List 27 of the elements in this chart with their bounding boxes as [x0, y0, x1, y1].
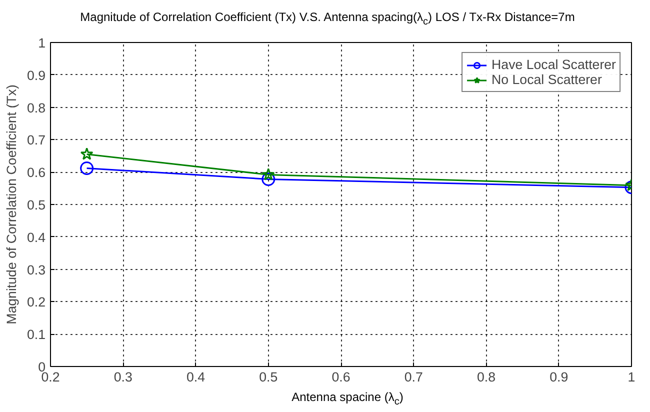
y-tick-label: 0.1	[26, 327, 46, 342]
point	[80, 148, 94, 160]
y-tick-label: 0.3	[26, 262, 46, 278]
x-tick-label: 0.3	[114, 370, 132, 384]
x-tick-label: 1	[628, 370, 636, 384]
x-tick-label: 0.5	[259, 370, 278, 384]
point	[262, 168, 275, 180]
point	[80, 161, 94, 175]
y-tick-label: 0.4	[26, 230, 46, 245]
legend-label: Have Local Scatterer	[492, 57, 616, 72]
y-tick-label: 1	[38, 36, 46, 50]
legend-label: No Local Scatterer	[492, 72, 602, 87]
chart-title: Magnitude of Correlation Coefficient (Tx) V.S. Antenna spacing(λ$_{c}$) LOS / Tx-Rx Distance=7m	[80, 9, 575, 30]
y-tick-label: 0.9	[26, 68, 46, 83]
y-tick-label: 0.2	[26, 294, 46, 310]
x-tick-label: 0.8	[476, 370, 496, 384]
y-tick-label: 0.8	[26, 100, 46, 116]
x-tick-label: 0.6	[332, 370, 350, 384]
y-axis-title: Magnitude of Correlation Coefficient (Tx)	[4, 84, 19, 324]
x-tick-label: 0.4	[186, 370, 206, 384]
y-tick-label: 0.5	[26, 198, 46, 212]
point	[262, 172, 276, 186]
y-tick-label: 0.6	[26, 165, 46, 180]
x-tick-label: 0.9	[550, 370, 568, 384]
x-axis-title: Antenna spacine (λ$_{c}$)	[292, 389, 404, 410]
y-tick-label: 0.7	[26, 132, 46, 148]
x-tick-label: 0.7	[404, 370, 423, 384]
